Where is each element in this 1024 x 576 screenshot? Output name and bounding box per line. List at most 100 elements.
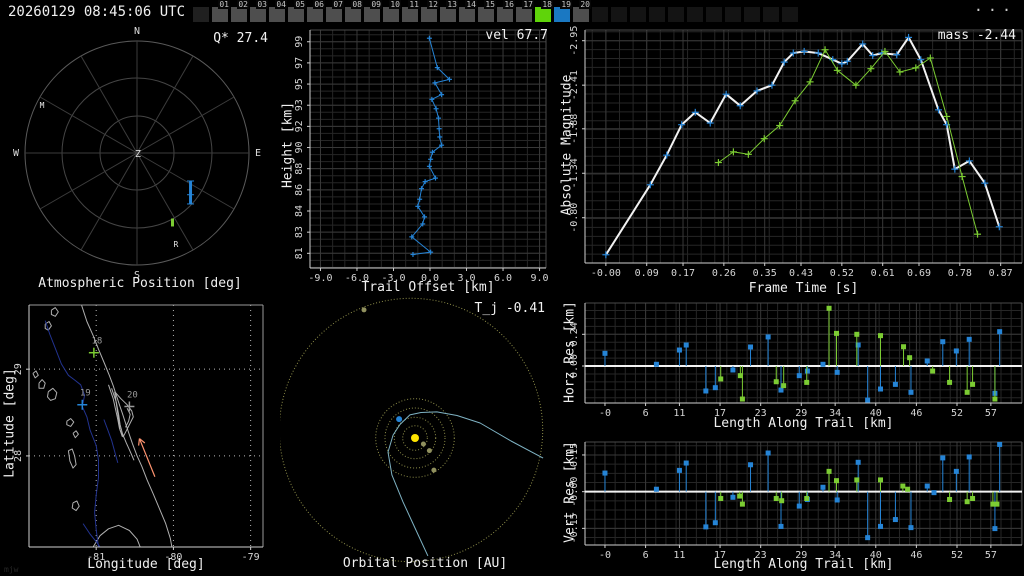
svg-text:-1.88: -1.88 xyxy=(569,114,580,144)
menu-ellipsis-button[interactable]: ... xyxy=(973,0,1016,15)
frame-tile-empty[interactable] xyxy=(630,7,646,22)
frame-tile-02[interactable]: 02 xyxy=(231,0,249,22)
frame-tile-13[interactable]: 13 xyxy=(440,0,458,22)
frame-tile-14[interactable]: 14 xyxy=(459,0,477,22)
svg-text:34: 34 xyxy=(829,550,841,561)
svg-text:88: 88 xyxy=(294,163,305,175)
svg-text:0.87: 0.87 xyxy=(989,268,1013,279)
svg-text:0.35: 0.35 xyxy=(753,268,777,279)
frame-tile-07[interactable]: 07 xyxy=(326,0,344,22)
frame-tile-number: 11 xyxy=(408,0,420,9)
svg-text:0.15: 0.15 xyxy=(569,443,580,467)
frame-tile-16[interactable]: 16 xyxy=(497,0,515,22)
frame-tile-number: 02 xyxy=(237,0,249,9)
orbital-position-panel: T_j -0.41 Orbital Position [AU] xyxy=(280,295,570,576)
svg-text:19: 19 xyxy=(80,389,91,399)
svg-text:52: 52 xyxy=(951,408,963,419)
svg-text:34: 34 xyxy=(829,408,841,419)
svg-text:0.09: 0.09 xyxy=(635,268,659,279)
frame-tile-number: 03 xyxy=(256,0,268,9)
frame-tile-empty[interactable] xyxy=(725,7,741,22)
height-axis-label: Height [km] xyxy=(280,101,296,189)
frame-tile-20[interactable]: 20 xyxy=(573,0,591,22)
svg-text:57: 57 xyxy=(985,408,997,419)
frame-tile-empty[interactable] xyxy=(706,7,722,22)
frame-tile-05[interactable]: 05 xyxy=(288,0,306,22)
svg-text:11: 11 xyxy=(673,408,685,419)
frame-tile-11[interactable]: 11 xyxy=(402,0,420,22)
frame-tile-empty[interactable] xyxy=(687,7,703,22)
svg-text:93: 93 xyxy=(294,99,305,111)
svg-text:46: 46 xyxy=(910,550,922,561)
ground-track-map-panel: 18 19 20 -81 -80 -79 28 29 Latitude [deg] Longi… xyxy=(0,295,280,576)
vert-res-plot-canvas: -0 6 11 17 23 29 34 40 46 52 57 -0.15 -0.00 0.15 xyxy=(569,441,1023,561)
svg-text:29: 29 xyxy=(795,550,807,561)
frame-tile-number: 10 xyxy=(389,0,401,9)
horz-res-axis-label: Horz Res [km] xyxy=(562,301,578,403)
frame-tile-empty[interactable] xyxy=(782,7,798,22)
frame-tile-number: 09 xyxy=(370,0,382,9)
svg-text:92: 92 xyxy=(294,120,305,132)
frame-tile-18[interactable]: 18 xyxy=(535,0,553,22)
frame-tile-15[interactable]: 15 xyxy=(478,0,496,22)
svg-text:E: E xyxy=(255,148,261,159)
svg-text:0.00: 0.00 xyxy=(569,354,580,378)
svg-text:6.0: 6.0 xyxy=(494,273,512,284)
frame-tile-number: 07 xyxy=(332,0,344,9)
frame-tile-number: 18 xyxy=(541,0,553,9)
svg-text:9.0: 9.0 xyxy=(531,273,549,284)
svg-text:0.0: 0.0 xyxy=(421,273,439,284)
header-bar: 20260129 08:45:06 UTC 01 02 03 04 05 06 07 08 09… xyxy=(0,0,1024,25)
frame-tile-empty[interactable] xyxy=(592,7,608,22)
horz-res-plot-canvas: -0 6 11 17 23 29 34 40 46 52 57 0.00 0.24 xyxy=(569,302,1023,419)
svg-text:-6.0: -6.0 xyxy=(345,273,369,284)
frame-tile-empty[interactable] xyxy=(744,7,760,22)
svg-text:-9.0: -9.0 xyxy=(308,273,332,284)
svg-text:-2.41: -2.41 xyxy=(569,70,580,100)
svg-text:-0: -0 xyxy=(599,408,611,419)
frame-tile-09[interactable]: 09 xyxy=(364,0,382,22)
frame-tile-17[interactable]: 17 xyxy=(516,0,534,22)
svg-text:-0.00: -0.00 xyxy=(569,477,580,507)
frame-tile-03[interactable]: 03 xyxy=(250,0,268,22)
atmospheric-position-panel: N E S W Z M R Q* 27.4 Atmospheric Position [de… xyxy=(0,25,280,295)
vert-res-axis-label: Vert Res [km] xyxy=(562,441,578,543)
svg-text:-0: -0 xyxy=(599,550,611,561)
svg-text:0.43: 0.43 xyxy=(789,268,813,279)
frame-tile-08[interactable]: 08 xyxy=(345,0,363,22)
magnitude-plot-canvas: -0.00 0.09 0.17 0.26 0.35 0.43 0.52 0.61 0.69 0.7… xyxy=(569,26,1023,279)
svg-text:0.52: 0.52 xyxy=(830,268,854,279)
svg-text:23: 23 xyxy=(755,550,767,561)
frame-tile-empty[interactable] xyxy=(763,7,779,22)
svg-text:52: 52 xyxy=(951,550,963,561)
frame-tile-empty[interactable] xyxy=(649,7,665,22)
svg-text:11: 11 xyxy=(673,550,685,561)
frame-tile-empty[interactable] xyxy=(668,7,684,22)
frame-tile-06[interactable]: 06 xyxy=(307,0,325,22)
watermark: mjw xyxy=(4,565,19,574)
frame-tile-12[interactable]: 12 xyxy=(421,0,439,22)
frame-tile-04[interactable]: 04 xyxy=(269,0,287,22)
svg-text:R: R xyxy=(174,240,179,249)
length-along-trail-axis-label: Length Along Trail [km] xyxy=(713,416,894,431)
frame-tile-19[interactable]: 19 xyxy=(554,0,572,22)
longitude-axis-label: Longitude [deg] xyxy=(87,557,205,572)
svg-text:46: 46 xyxy=(910,408,922,419)
svg-text:-2.95: -2.95 xyxy=(569,26,580,56)
frame-tile-10[interactable]: 10 xyxy=(383,0,401,22)
svg-text:6: 6 xyxy=(643,550,649,561)
svg-text:-3.0: -3.0 xyxy=(381,273,405,284)
q-star-value: Q* 27.4 xyxy=(213,31,268,46)
svg-text:0.17: 0.17 xyxy=(671,268,695,279)
frame-tile-number: 04 xyxy=(275,0,287,9)
frame-tile-01[interactable]: 01 xyxy=(212,0,230,22)
svg-text:6: 6 xyxy=(643,408,649,419)
svg-text:N: N xyxy=(134,26,140,37)
frame-tile-empty[interactable] xyxy=(611,7,627,22)
trail-offset-panel: -9.0 -6.0 -3.0 0.0 3.0 6.0 9.0 81 83 84 86 88 90 92 93… xyxy=(280,25,570,295)
timestamp: 20260129 08:45:06 UTC xyxy=(8,4,186,20)
frame-tile-number: 01 xyxy=(218,0,230,9)
frame-tile-empty[interactable] xyxy=(193,7,209,22)
map-canvas: 18 19 20 -81 -80 -79 28 29 xyxy=(13,304,264,563)
